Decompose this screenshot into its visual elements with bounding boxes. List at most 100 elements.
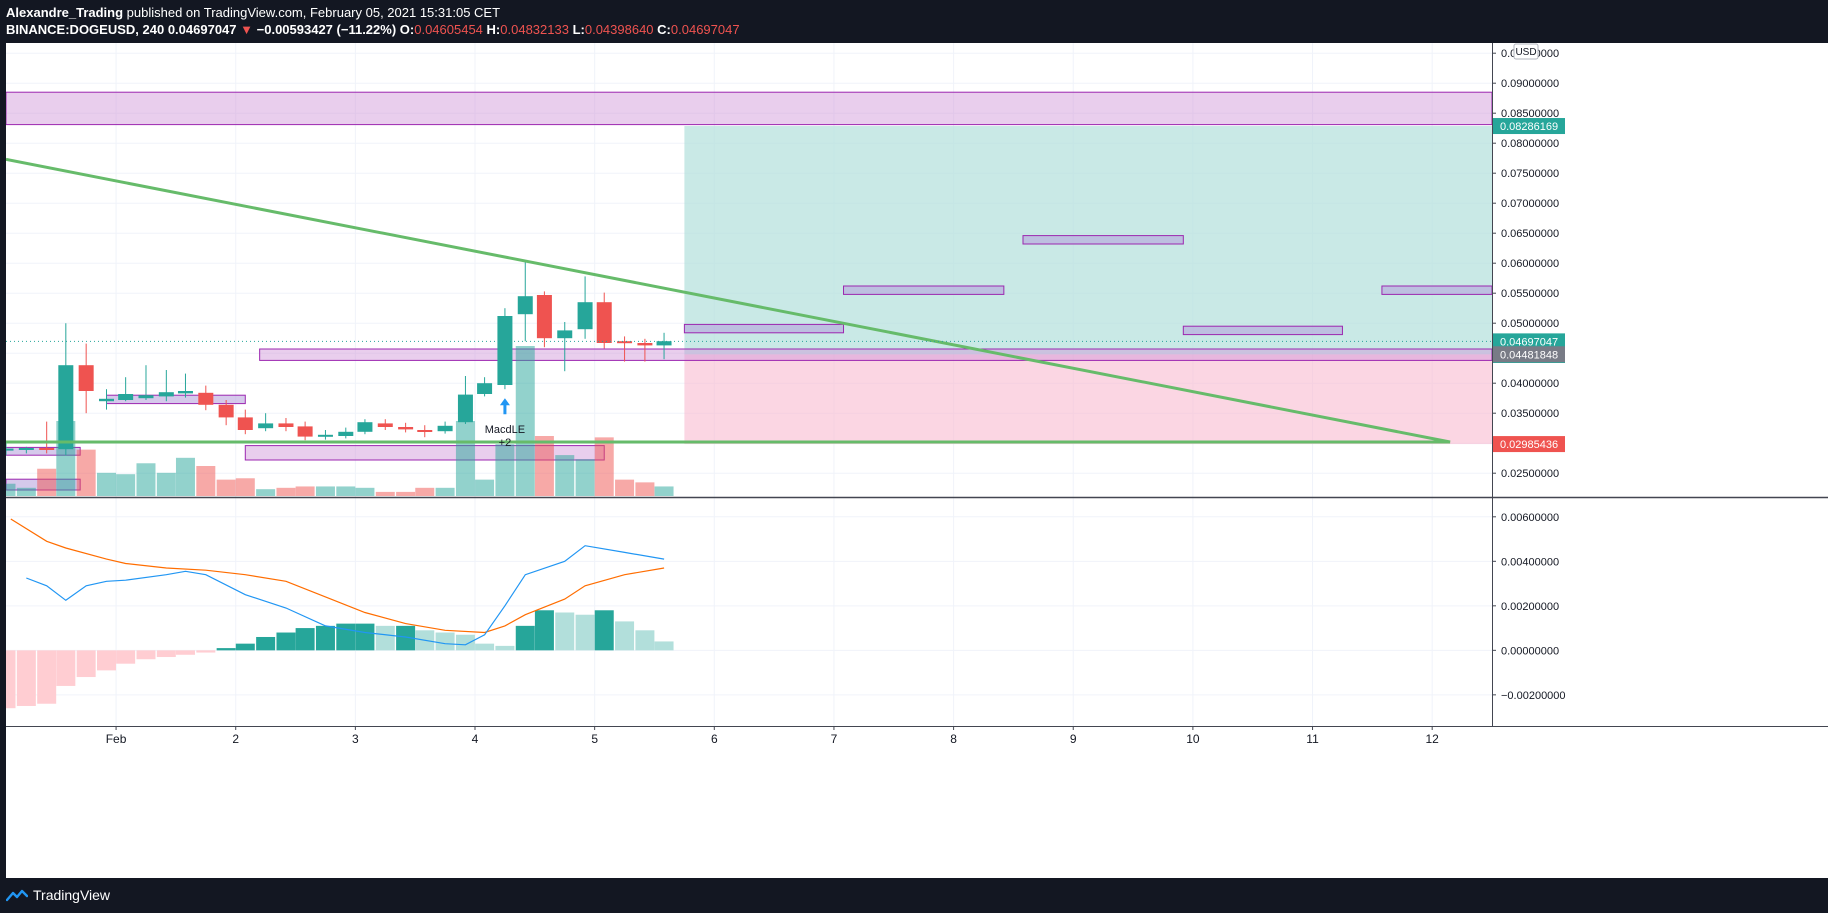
price-label-box bbox=[1493, 436, 1565, 453]
ohlc-line: BINANCE:DOGEUSD, 240 0.04697047 ▼ −0.005… bbox=[6, 22, 740, 37]
macd-histogram-bar bbox=[575, 614, 595, 651]
tradingview-logo-icon[interactable] bbox=[6, 888, 28, 902]
axis-layer: 0.095000000.090000000.085000000.08000000… bbox=[6, 43, 1828, 746]
price-label-text: 0.04697047 bbox=[1500, 336, 1558, 348]
support-resistance-zone bbox=[1182, 325, 1343, 336]
macd-histogram-bar bbox=[136, 650, 156, 660]
macd-histogram-bar bbox=[396, 625, 416, 651]
volume-bar bbox=[555, 455, 575, 496]
macd-layer bbox=[0, 518, 674, 709]
macd-histogram-bar bbox=[0, 650, 16, 709]
macd-histogram-bar bbox=[256, 636, 276, 651]
macd-histogram-bar bbox=[455, 634, 475, 651]
price-tick-label: 0.09000000 bbox=[1501, 78, 1559, 90]
macd-line bbox=[26, 545, 665, 646]
symbol-label: BINANCE:DOGEUSD, 240 bbox=[6, 22, 165, 37]
macd-histogram-bar bbox=[295, 628, 315, 651]
open-value: 0.04605454 bbox=[414, 22, 483, 37]
macd-histogram-bar bbox=[276, 632, 296, 651]
volume-bar bbox=[375, 491, 395, 496]
macd-tick-label: −0.00200000 bbox=[1501, 690, 1566, 702]
low-label: L: bbox=[572, 22, 585, 37]
macd-histogram-bar bbox=[495, 645, 515, 651]
volume-bar bbox=[534, 436, 554, 496]
price-label-text: 0.02985436 bbox=[1500, 439, 1558, 451]
volume-bar bbox=[336, 486, 356, 496]
volume-bar bbox=[415, 487, 435, 496]
support-resistance-zone bbox=[1022, 235, 1184, 245]
candle-body bbox=[617, 341, 633, 344]
candle-body bbox=[138, 395, 154, 399]
candle-body bbox=[377, 423, 393, 427]
price-tick-label: 0.07000000 bbox=[1501, 198, 1559, 210]
chart-area[interactable]: MacdLE+2 0.095000000.090000000.085000000… bbox=[0, 43, 1828, 878]
candle-body bbox=[477, 383, 493, 394]
candle-layer bbox=[0, 260, 672, 456]
candle-body bbox=[0, 448, 14, 451]
price-tick-label: 0.06000000 bbox=[1501, 258, 1559, 270]
trendline bbox=[5, 157, 1451, 444]
time-tick-label: 3 bbox=[352, 732, 359, 746]
volume-bar bbox=[515, 346, 535, 496]
volume-bar bbox=[396, 491, 416, 496]
candle-body bbox=[118, 394, 134, 400]
volume-bar bbox=[635, 482, 655, 496]
candle-body bbox=[177, 391, 193, 394]
macd-histogram-bar bbox=[555, 612, 575, 651]
loss-zone bbox=[684, 354, 1492, 445]
last-price: 0.04697047 bbox=[167, 22, 237, 37]
candle-body bbox=[596, 302, 612, 343]
macd-histogram-bar bbox=[534, 610, 554, 651]
volume-bar bbox=[116, 474, 136, 496]
volume-bar bbox=[455, 421, 475, 496]
time-tick-label: 8 bbox=[950, 732, 957, 746]
macd-tick-label: 0.00400000 bbox=[1501, 556, 1559, 568]
tradingview-brand[interactable]: TradingView bbox=[33, 887, 111, 903]
volume-bar bbox=[495, 444, 515, 496]
macd-histogram-bar bbox=[615, 621, 635, 651]
candle-body bbox=[497, 316, 513, 385]
price-label-box bbox=[1493, 118, 1565, 135]
macd-histogram-bar bbox=[156, 650, 176, 658]
macd-histogram-bar bbox=[216, 648, 236, 651]
volume-bar bbox=[175, 457, 195, 496]
macd-histogram-bar bbox=[175, 650, 195, 655]
price-change: −0.00593427 (−11.22%) bbox=[256, 22, 397, 37]
candle-body bbox=[577, 302, 593, 330]
candle-body bbox=[398, 427, 414, 430]
price-tick-label: 0.06500000 bbox=[1501, 228, 1559, 240]
chart-svg[interactable]: MacdLE+2 0.095000000.090000000.085000000… bbox=[0, 43, 1828, 878]
macd-histogram-bar bbox=[315, 625, 335, 651]
macd-histogram-bar bbox=[635, 630, 655, 651]
price-tick-label: 0.02500000 bbox=[1501, 468, 1559, 480]
volume-bar bbox=[0, 483, 16, 496]
volume-bar bbox=[196, 466, 216, 496]
macd-histogram-bar bbox=[16, 650, 36, 706]
candle-body bbox=[39, 448, 55, 450]
macd-histogram-bar bbox=[435, 632, 455, 651]
high-label: H: bbox=[486, 22, 501, 37]
time-tick-label: 4 bbox=[472, 732, 479, 746]
time-tick-label: 7 bbox=[831, 732, 838, 746]
candle-body bbox=[99, 398, 115, 402]
author-name[interactable]: Alexandre_Trading bbox=[6, 5, 124, 20]
time-tick-label: 5 bbox=[591, 732, 598, 746]
signal-sublabel: +2 bbox=[499, 437, 512, 449]
macd-tick-label: 0.00600000 bbox=[1501, 512, 1559, 524]
candle-body bbox=[297, 426, 313, 437]
macd-histogram-bar bbox=[56, 650, 76, 686]
support-resistance-zone bbox=[1381, 285, 1493, 295]
volume-bar bbox=[594, 437, 614, 496]
candle-body bbox=[437, 425, 453, 432]
candle-body bbox=[258, 423, 274, 429]
candle-body bbox=[417, 430, 433, 432]
low-value: 0.04398640 bbox=[584, 22, 654, 37]
support-resistance-zone bbox=[683, 323, 845, 334]
price-tick-label: 0.05000000 bbox=[1501, 318, 1559, 330]
volume-bar bbox=[235, 478, 255, 496]
volume-bar bbox=[136, 463, 156, 496]
currency-label: USD bbox=[1515, 47, 1536, 58]
price-label-box bbox=[1493, 333, 1565, 350]
candle-body bbox=[218, 404, 234, 418]
publish-line: Alexandre_Trading published on TradingVi… bbox=[6, 5, 500, 20]
